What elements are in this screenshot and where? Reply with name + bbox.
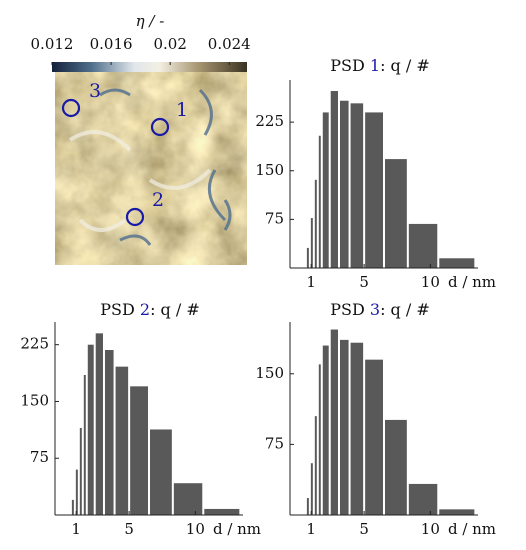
bar: [310, 463, 313, 515]
title-part: : q / #: [150, 300, 200, 319]
x-tick-label: 1: [306, 273, 316, 291]
bar: [385, 159, 407, 268]
x-tick-label: 5: [359, 520, 369, 538]
bar: [350, 342, 364, 515]
bar: [204, 508, 240, 515]
bar: [104, 350, 114, 515]
y-tick-label: 75: [30, 448, 49, 466]
bar: [365, 112, 383, 269]
bar: [115, 366, 129, 515]
bar: [306, 498, 309, 515]
y-tick-label: 75: [265, 434, 284, 452]
colorbar: [52, 62, 247, 72]
chart-title: PSD 2: q / #: [100, 300, 200, 319]
colorbar-tick-label: 0.024: [208, 35, 251, 53]
bar: [318, 364, 321, 515]
chart-title: PSD 3: q / #: [330, 300, 430, 319]
bar: [408, 483, 438, 515]
colorbar-label: η / -: [136, 12, 165, 30]
bar: [71, 499, 74, 515]
bar: [322, 112, 329, 269]
bar: [350, 103, 364, 269]
bar: [173, 483, 203, 515]
bar: [385, 419, 407, 515]
x-axis-label: d / nm: [448, 520, 496, 538]
x-axis-label: d / nm: [448, 273, 496, 291]
probe-label: 3: [89, 80, 101, 102]
colorbar-tick-label: 0.02: [153, 35, 186, 53]
field-image: [55, 72, 247, 265]
probe-label: 2: [152, 189, 164, 211]
bar: [314, 416, 317, 515]
bar: [314, 179, 317, 268]
probe-label: 1: [176, 99, 188, 121]
y-tick-label: 150: [20, 391, 49, 409]
bar: [439, 509, 475, 515]
bar: [75, 469, 78, 515]
title-part: PSD: [100, 300, 135, 319]
x-tick-label: 10: [421, 520, 440, 538]
bar: [330, 91, 338, 268]
bar: [87, 344, 94, 515]
bar: [95, 333, 103, 515]
chart-title: PSD 1: q / #: [330, 56, 430, 75]
title-part: PSD: [330, 300, 365, 319]
y-tick-label: 225: [20, 335, 49, 353]
x-tick-label: 10: [186, 520, 205, 538]
y-tick-label: 225: [255, 112, 284, 130]
title-part: : q / #: [380, 56, 430, 75]
y-tick-label: 75: [265, 209, 284, 227]
probe-marker: [61, 98, 81, 118]
title-part: 2: [140, 300, 150, 319]
bar: [330, 329, 338, 515]
x-tick-label: 10: [421, 273, 440, 291]
bar: [339, 100, 349, 268]
y-tick-label: 150: [255, 161, 284, 179]
x-tick-label: 1: [306, 520, 316, 538]
colorbar-tick-label: 0.012: [31, 35, 74, 53]
probe-marker: [150, 117, 170, 137]
title-part: 3: [370, 300, 380, 319]
probe-marker: [125, 207, 145, 227]
bar: [79, 427, 82, 515]
bar: [408, 223, 438, 268]
colorbar-tick-label: 0.016: [90, 35, 133, 53]
bar: [83, 374, 86, 515]
x-axis-label: d / nm: [213, 520, 261, 538]
bar: [322, 345, 329, 515]
bar: [150, 429, 172, 515]
x-tick-label: 5: [124, 520, 134, 538]
bar: [310, 218, 313, 268]
title-part: PSD: [330, 56, 365, 75]
y-tick-label: 150: [255, 364, 284, 382]
bar: [318, 135, 321, 268]
title-part: 1: [370, 56, 380, 75]
x-tick-label: 5: [359, 273, 369, 291]
bar: [365, 359, 383, 515]
bar: [306, 247, 309, 268]
x-tick-label: 1: [71, 520, 81, 538]
bar: [339, 339, 349, 515]
bar: [439, 258, 475, 268]
title-part: : q / #: [380, 300, 430, 319]
bar: [130, 386, 148, 515]
